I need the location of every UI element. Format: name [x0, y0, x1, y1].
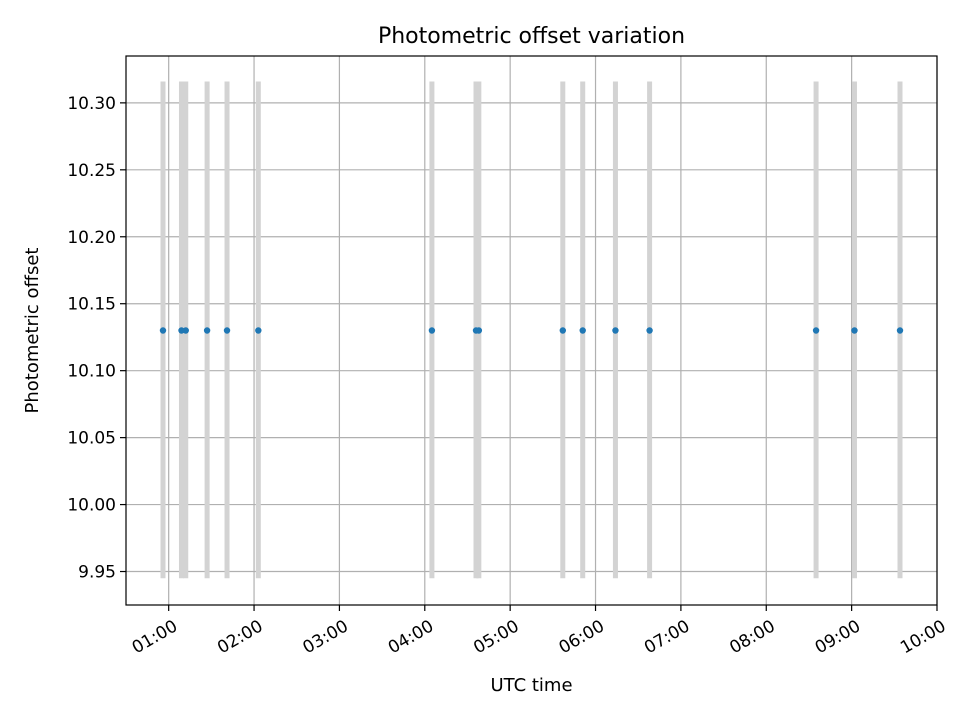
y-tick-label: 10.10	[67, 362, 116, 382]
data-point	[812, 327, 820, 334]
y-tick-label: 10.25	[67, 161, 116, 181]
data-point	[579, 327, 586, 334]
data-point	[182, 327, 189, 334]
y-tick-label: 10.00	[67, 496, 116, 516]
data-point	[223, 327, 231, 334]
y-tick-label: 10.20	[67, 228, 116, 248]
y-tick-label: 10.05	[67, 429, 116, 449]
data-point	[428, 327, 436, 334]
data-point	[612, 327, 619, 334]
y-tick-label: 10.30	[67, 94, 116, 114]
y-tick-label: 9.95	[78, 563, 116, 583]
data-points	[159, 327, 904, 334]
y-axis-label: Photometric offset	[22, 248, 43, 414]
data-point	[646, 327, 653, 334]
data-point	[475, 327, 483, 334]
data-point	[559, 327, 567, 334]
chart-title: Photometric offset variation	[378, 24, 685, 49]
data-point	[203, 327, 211, 334]
y-axis-ticks: 9.95 10.00 10.05 10.10 10.15 10.20 10.25 10.30	[67, 94, 126, 583]
data-point	[159, 327, 167, 334]
data-point	[896, 327, 904, 334]
y-tick-label: 10.15	[67, 295, 116, 315]
plot-frame	[125, 55, 938, 606]
data-point	[851, 327, 858, 334]
x-axis-label: UTC time	[490, 675, 572, 696]
data-point	[255, 327, 262, 334]
